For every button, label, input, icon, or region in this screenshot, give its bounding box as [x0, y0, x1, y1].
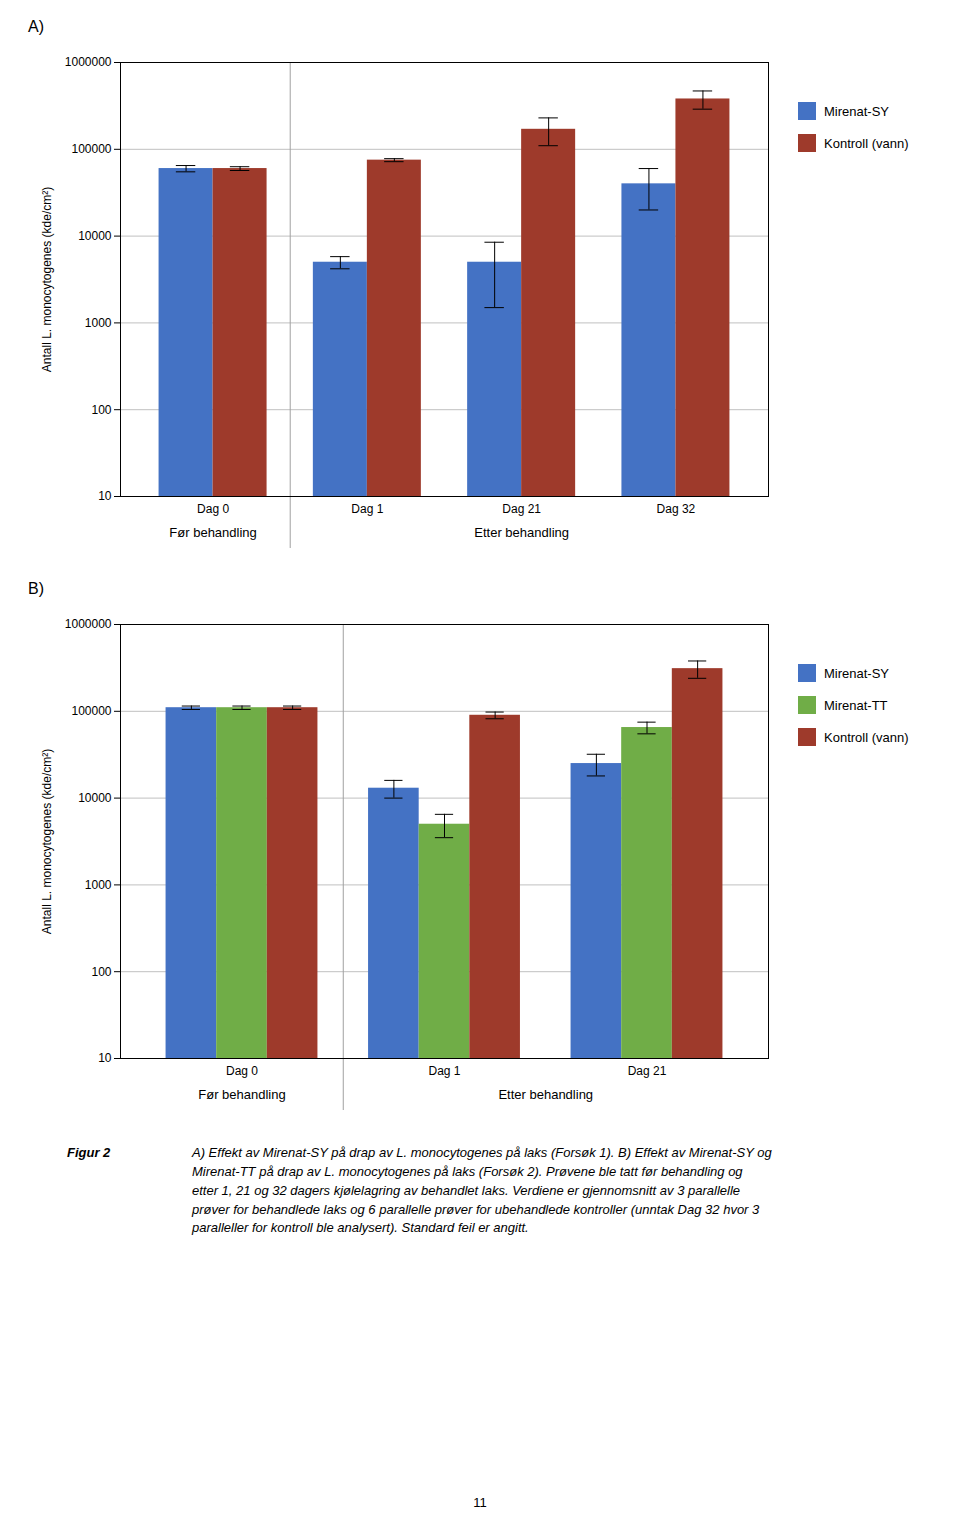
html-text:A): A)	[28, 18, 44, 35]
svg-text:Etter behandling: Etter behandling	[474, 525, 569, 540]
svg-text:1000000: 1000000	[65, 55, 112, 69]
svg-text:Etter behandling: Etter behandling	[498, 1087, 593, 1102]
html-text:Kontroll (vann): Kontroll (vann)	[824, 729, 909, 745]
svg-text:100: 100	[91, 403, 111, 417]
html-text:Kontroll (vann): Kontroll (vann)	[824, 135, 909, 151]
html-text:Figur 2: Figur 2	[67, 1145, 111, 1160]
html-text:Mirenat-SY: Mirenat-SY	[824, 103, 889, 119]
html-text:Mirenat-SY: Mirenat-SY	[824, 665, 889, 681]
svg-text:10: 10	[98, 489, 112, 503]
svg-text:Dag 0: Dag 0	[226, 1064, 258, 1078]
svg-text:10000: 10000	[78, 229, 112, 243]
svg-text:Dag 21: Dag 21	[628, 1064, 667, 1078]
svg-text:Antall L. monocytogenes (kde/c: Antall L. monocytogenes (kde/cm²)	[40, 187, 54, 372]
svg-text:Antall L. monocytogenes (kde/c: Antall L. monocytogenes (kde/cm²)	[40, 749, 54, 934]
svg-text:10: 10	[98, 1051, 112, 1065]
svg-text:Før behandling: Før behandling	[198, 1087, 285, 1102]
html-text:Mirenat-TT: Mirenat-TT	[824, 697, 888, 713]
svg-text:10000: 10000	[78, 791, 112, 805]
svg-text:100: 100	[91, 965, 111, 979]
svg-text:1000: 1000	[85, 316, 112, 330]
html-text:A) Effekt av Mirenat-SY på dra: A) Effekt av Mirenat-SY på drap av L. mo…	[192, 1145, 772, 1236]
svg-text:Dag 0: Dag 0	[197, 502, 229, 516]
html-text:11: 11	[473, 1495, 487, 1510]
html-text:B): B)	[28, 580, 44, 597]
svg-text:100000: 100000	[71, 704, 111, 718]
svg-text:1000: 1000	[85, 878, 112, 892]
svg-text:Før behandling: Før behandling	[169, 525, 256, 540]
svg-text:Dag 21: Dag 21	[502, 502, 541, 516]
svg-text:1000000: 1000000	[65, 617, 112, 631]
svg-text:Dag 32: Dag 32	[657, 502, 696, 516]
svg-text:Dag 1: Dag 1	[428, 1064, 460, 1078]
svg-text:100000: 100000	[71, 142, 111, 156]
svg-text:Dag 1: Dag 1	[351, 502, 383, 516]
